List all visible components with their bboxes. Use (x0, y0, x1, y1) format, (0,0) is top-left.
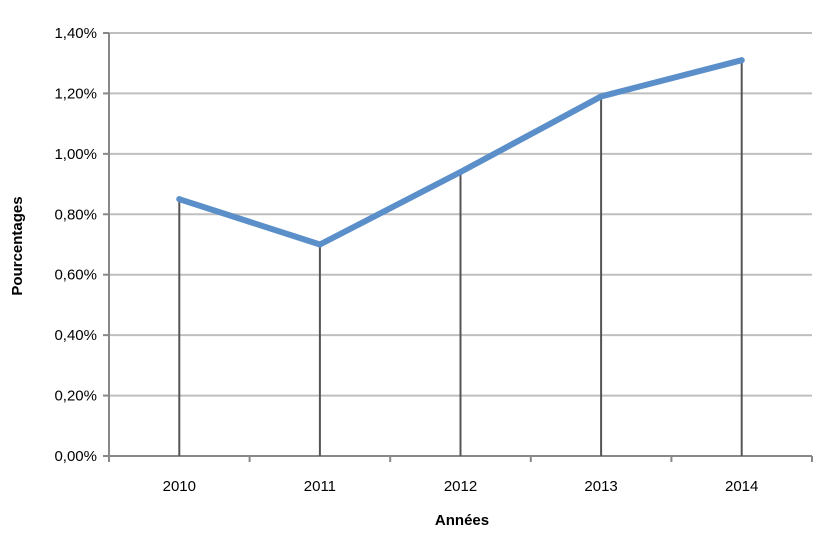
y-tick-labels: 0,00% 0,20% 0,40% 0,60% 0,80% 1,00% 1,20% 1,40% (54, 25, 97, 465)
y-tick-label: 0,80% (54, 206, 97, 223)
data-point (738, 57, 745, 64)
data-point (176, 196, 183, 203)
y-tick-label: 0,00% (54, 448, 97, 465)
x-tick-label: 2012 (444, 478, 477, 495)
x-tick-label: 2011 (304, 478, 336, 495)
y-axis-title: Pourcentages (9, 196, 26, 295)
y-tick-label: 1,40% (54, 25, 97, 42)
x-axis-title: Années (435, 512, 489, 529)
x-tick-labels: 2010 2011 2012 2013 2014 (163, 478, 759, 495)
y-tick-label: 0,20% (54, 388, 97, 405)
y-tick-label: 1,00% (54, 146, 97, 163)
data-point (457, 168, 464, 175)
y-tick-label: 1,20% (54, 85, 97, 102)
data-point (598, 93, 605, 100)
grid-lines (103, 32, 813, 462)
data-point (316, 241, 323, 248)
series-layer (176, 57, 745, 248)
x-tick-label: 2013 (584, 478, 617, 495)
drop-lines (178, 60, 743, 456)
x-tick-label: 2014 (725, 478, 758, 495)
y-tick-label: 0,60% (54, 267, 97, 284)
y-tick-label: 0,40% (54, 327, 97, 344)
x-tick-label: 2010 (163, 478, 196, 495)
